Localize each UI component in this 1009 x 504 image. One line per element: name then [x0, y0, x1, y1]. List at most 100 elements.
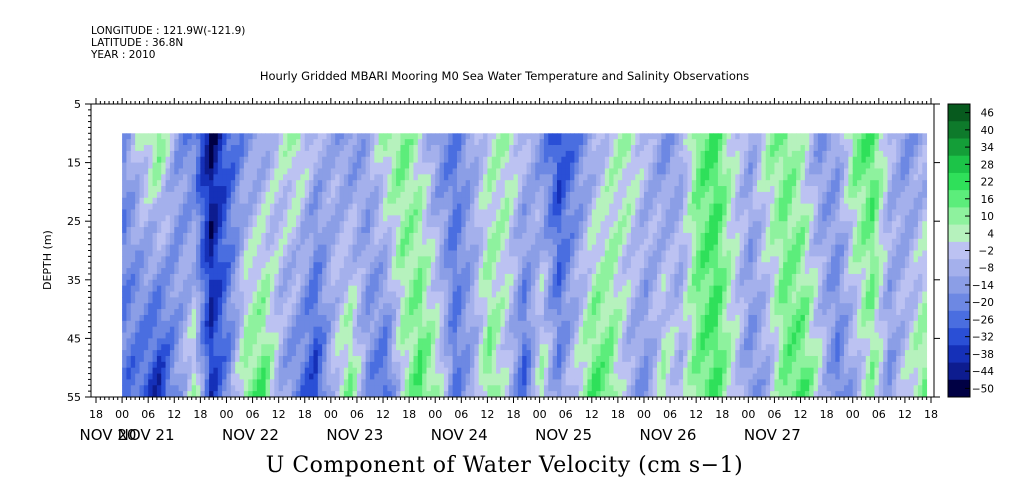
heatmap-cell	[387, 285, 393, 292]
heatmap-cell	[417, 133, 423, 140]
heatmap-cell	[561, 238, 567, 246]
heatmap-cell	[535, 227, 540, 234]
heatmap-cell	[491, 373, 497, 380]
heatmap-cell	[343, 320, 349, 328]
heatmap-cell	[596, 361, 601, 369]
heatmap-cell	[148, 297, 153, 304]
heatmap-cell	[539, 344, 545, 351]
heatmap-cell	[587, 156, 593, 163]
heatmap-cell	[517, 174, 523, 181]
heatmap-cell	[156, 250, 162, 257]
heatmap-cell	[417, 379, 423, 386]
heatmap-cell	[374, 145, 380, 152]
heatmap-cell	[400, 186, 406, 193]
heatmap-cell	[296, 373, 301, 380]
heatmap-cell	[600, 232, 606, 240]
heatmap-cell	[300, 238, 306, 246]
heatmap-cell	[422, 320, 427, 328]
heatmap-cell	[504, 344, 510, 351]
heatmap-cell	[378, 191, 384, 199]
heatmap-cell	[487, 303, 493, 310]
heatmap-cell	[339, 350, 345, 357]
heatmap-cell	[565, 186, 571, 193]
heatmap-cell	[552, 256, 558, 263]
heatmap-cell	[226, 256, 232, 263]
heatmap-cell	[496, 326, 501, 333]
heatmap-cell	[443, 297, 449, 304]
heatmap-cell	[248, 350, 253, 357]
heatmap-cell	[587, 162, 593, 169]
heatmap-cell	[335, 291, 340, 298]
heatmap-cell	[578, 238, 584, 246]
heatmap-cell	[256, 186, 262, 193]
heatmap-cell	[396, 244, 401, 251]
heatmap-cell	[591, 367, 597, 374]
heatmap-cell	[317, 133, 323, 140]
heatmap-cell	[400, 150, 406, 158]
heatmap-cell	[448, 238, 454, 246]
heatmap-cell	[283, 162, 288, 169]
heatmap-cell	[139, 209, 145, 216]
heatmap-cell	[509, 180, 514, 187]
heatmap-cell	[343, 186, 349, 193]
heatmap-cell	[565, 279, 571, 287]
heatmap-cell	[452, 139, 458, 146]
heatmap-cell	[404, 150, 410, 158]
heatmap-cell	[478, 391, 484, 398]
heatmap-cell	[169, 338, 175, 345]
heatmap-cell	[230, 244, 236, 251]
heatmap-cell	[143, 227, 149, 234]
heatmap-cell	[126, 268, 132, 275]
heatmap-cell	[230, 332, 236, 339]
heatmap-cell	[374, 367, 380, 374]
heatmap-cell	[378, 361, 384, 369]
heatmap-cell	[404, 197, 410, 205]
heatmap-cell	[313, 180, 319, 187]
heatmap-cell	[565, 391, 571, 398]
heatmap-cell	[169, 221, 175, 228]
heatmap-cell	[583, 332, 588, 339]
heatmap-cell	[122, 227, 127, 234]
heatmap-cell	[130, 133, 136, 140]
heatmap-cell	[330, 150, 336, 158]
heatmap-cell	[500, 209, 506, 216]
heatmap-cell	[143, 197, 149, 205]
heatmap-cell	[596, 385, 601, 392]
heatmap-cell	[243, 273, 249, 281]
heatmap-cell	[487, 268, 493, 275]
heatmap-cell	[543, 256, 549, 263]
heatmap-cell	[404, 244, 410, 251]
heatmap-cell	[230, 209, 236, 216]
heatmap-cell	[152, 367, 158, 374]
heatmap-cell	[539, 373, 545, 380]
heatmap-cell	[274, 361, 280, 369]
heatmap-cell	[543, 180, 549, 187]
heatmap-cell	[343, 385, 349, 392]
heatmap-cell	[396, 332, 401, 339]
heatmap-cell	[169, 145, 175, 152]
heatmap-cell	[283, 180, 288, 187]
heatmap-cell	[543, 344, 549, 351]
heatmap-cell	[430, 268, 436, 275]
heatmap-cell	[478, 203, 484, 210]
heatmap-cell	[383, 373, 388, 380]
heatmap-cell	[313, 367, 319, 374]
heatmap-cell	[396, 361, 401, 369]
heatmap-cell	[496, 385, 501, 392]
heatmap-cell	[169, 344, 175, 351]
heatmap-cell	[465, 338, 471, 345]
heatmap-cell	[483, 320, 488, 328]
heatmap-cell	[348, 355, 353, 363]
heatmap-cell	[161, 133, 166, 140]
heatmap-cell	[204, 156, 210, 163]
heatmap-cell	[256, 221, 262, 228]
heatmap-cell	[383, 250, 388, 257]
heatmap-cell	[417, 385, 423, 392]
heatmap-cell	[574, 373, 580, 380]
heatmap-cell	[422, 180, 427, 187]
heatmap-cell	[317, 367, 323, 374]
heatmap-cell	[430, 191, 436, 199]
heatmap-cell	[543, 244, 549, 251]
heatmap-cell	[452, 273, 458, 281]
heatmap-cell	[313, 133, 319, 140]
